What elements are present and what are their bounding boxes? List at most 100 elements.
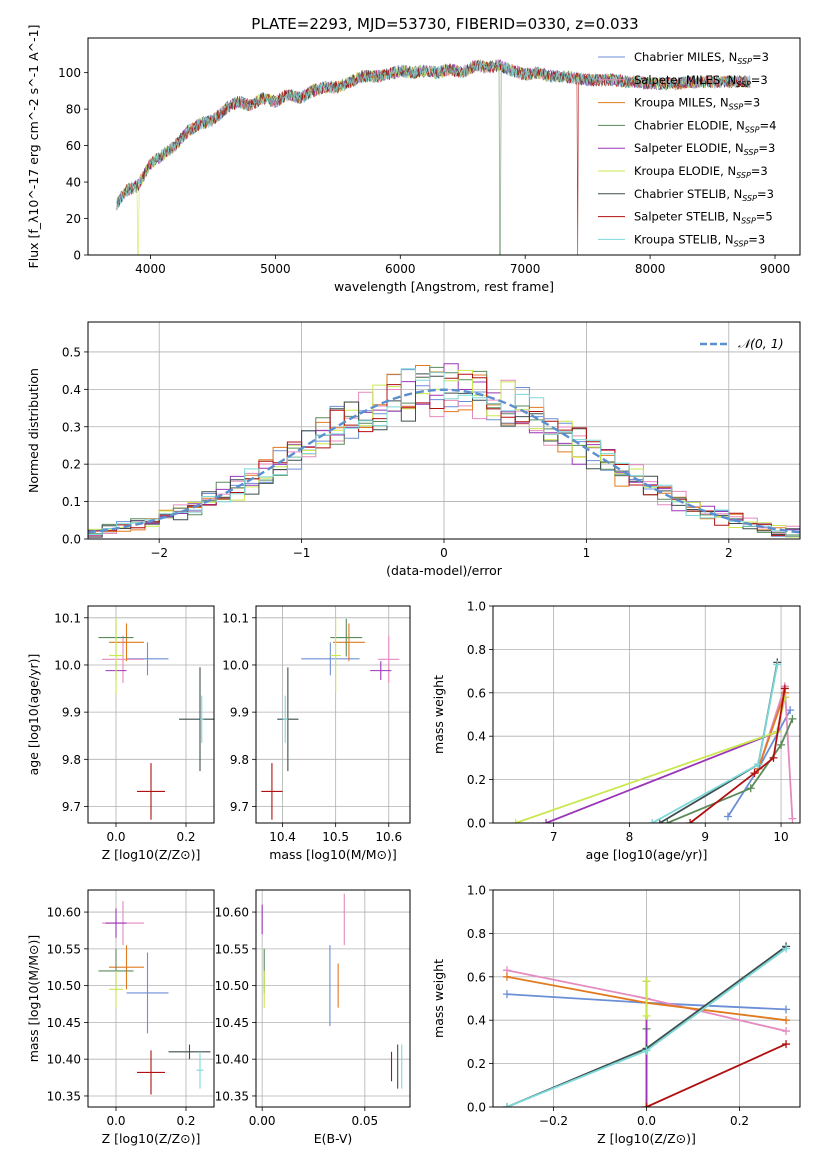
weight-vs-z-panel: −0.2 0.0 0.2 0.0 0.2 0.4 0.6 0.8 1.0 Z [log10(Z/Z… (431, 884, 801, 1146)
data-point (109, 970, 123, 1008)
axes-frame (492, 605, 801, 824)
y-tick-label: 9.9 (230, 706, 249, 720)
y-tick-label: 0.2 (62, 458, 81, 472)
data-point (301, 642, 360, 676)
mass-vs-z-panel: 0.0 0.2 10.35 10.40 10.45 10.50 10.55 10.60 Z [l… (26, 889, 215, 1146)
data-point (196, 1051, 204, 1089)
x-tick-label: 0.2 (176, 1114, 195, 1128)
data-point (109, 945, 144, 990)
x-tick-label: 0.0 (106, 830, 125, 844)
x-tick-label: 9000 (760, 262, 791, 276)
y-tick-label: 9.9 (62, 706, 81, 720)
weight-marker (686, 819, 695, 823)
y-axis-label: age [log10(age/yr)] (26, 654, 41, 776)
weight-marker (750, 769, 759, 778)
y-tick-label: 10.50 (47, 979, 81, 993)
y-tick-label: 0.0 (467, 817, 486, 831)
figure-title: PLATE=2293, MJD=53730, FIBERID=0330, z=0… (251, 15, 638, 33)
y-tick-label: 80 (66, 103, 81, 117)
weight-marker (788, 714, 797, 723)
y-tick-label: 10.1 (222, 611, 249, 625)
weight-marker (782, 944, 791, 953)
legend-nssp: =3 (757, 187, 774, 201)
weight-marker (754, 760, 763, 769)
y-tick-label: 10.0 (54, 658, 81, 672)
weight-marker (542, 819, 551, 823)
x-axis-label: E(B-V) (314, 1131, 353, 1146)
legend-subscript: SSP (744, 148, 759, 157)
x-tick-label: 10.5 (322, 830, 349, 844)
y-tick-label: 100 (58, 66, 81, 80)
x-axis-label: Z [log10(Z/Z⊙)] (102, 1131, 201, 1146)
x-tick-label: 8 (626, 830, 634, 844)
y-tick-label: 0.4 (467, 1014, 486, 1028)
x-tick-label: 0.0 (637, 1114, 656, 1128)
x-tick-label: 0.0 (106, 1114, 125, 1128)
x-tick-label: 10 (773, 830, 788, 844)
y-tick-label: 0.0 (467, 1101, 486, 1115)
y-tick-label: 0.4 (62, 383, 81, 397)
weight-marker (723, 812, 732, 821)
y-tick-label: 10.1 (54, 611, 81, 625)
x-tick-label: 0.05 (351, 1114, 378, 1128)
plot-area (88, 890, 214, 1107)
data-point (330, 617, 341, 694)
weight-line (659, 662, 779, 823)
axes-frame (87, 321, 801, 540)
weight-marker (780, 693, 789, 702)
y-tick-label: 1.0 (467, 884, 486, 898)
legend-label: Chabrier MILES, NSSP=3 (634, 50, 769, 66)
plot-area (256, 606, 410, 823)
weight-marker (782, 1027, 791, 1036)
y-tick-label: 0.8 (467, 927, 486, 941)
weight-marker (769, 753, 778, 762)
y-tick-label: 20 (66, 212, 81, 226)
data-point (137, 1050, 165, 1095)
y-tick-label: 9.8 (230, 753, 249, 767)
weight-line (666, 718, 794, 823)
residual-histogram-panel: −2 −1 0 1 2 0.0 0.1 0.2 0.3 0.4 0.5 (data-model)/er… (26, 321, 801, 578)
weight-line (646, 1043, 787, 1107)
x-tick-label: 0.00 (249, 1114, 276, 1128)
y-tick-label: 10.0 (222, 658, 249, 672)
plot-area (493, 606, 800, 823)
weight-marker (502, 1103, 511, 1107)
y-tick-label: 1.0 (467, 600, 486, 614)
mass-vs-ebv-panel: 0.00 0.05 10.35 10.40 10.45 10.50 10.55 10.60 E(… (215, 889, 411, 1146)
weight-marker (502, 972, 511, 981)
weight-marker (788, 814, 797, 823)
legend-nssp: =4 (760, 118, 777, 132)
axes-frame (255, 889, 411, 1108)
y-tick-label: 0.6 (467, 686, 486, 700)
legend-nssp: =3 (751, 164, 768, 178)
legend-subscript: SSP (736, 80, 751, 89)
x-tick-label: 4000 (135, 262, 166, 276)
axes-frame (255, 605, 411, 824)
x-tick-label: −0.2 (539, 1114, 568, 1128)
x-tick-label: 5000 (260, 262, 291, 276)
data-point (333, 623, 365, 662)
x-tick-label: 1 (583, 546, 591, 560)
plot-area (116, 58, 751, 255)
y-tick-label: 10.45 (215, 1016, 249, 1030)
histogram-step (88, 368, 800, 538)
axes-frame (87, 37, 801, 256)
weight-vs-age-panel: 7 8 9 10 0.0 0.2 0.4 0.6 0.8 1.0 age [log10(age/yr… (431, 600, 801, 862)
weight-marker (782, 1005, 791, 1014)
y-tick-label: 10.55 (215, 942, 249, 956)
weight-marker (780, 684, 789, 693)
legend-label: Chabrier ELODIE, NSSP=4 (634, 118, 776, 134)
legend-label: Kroupa ELODIE, NSSP=3 (634, 164, 768, 180)
y-axis-label: mass weight (431, 675, 446, 754)
weight-marker (786, 706, 795, 715)
data-point (102, 635, 144, 683)
legend-nssp: =3 (758, 141, 775, 155)
weight-marker (642, 1011, 651, 1020)
legend-subscript: SSP (736, 171, 751, 180)
legend-subscript: SSP (745, 125, 760, 134)
weight-marker (642, 977, 651, 986)
y-tick-label: 10.35 (47, 1089, 81, 1103)
axes-frame (87, 605, 215, 824)
weight-marker (663, 819, 672, 823)
